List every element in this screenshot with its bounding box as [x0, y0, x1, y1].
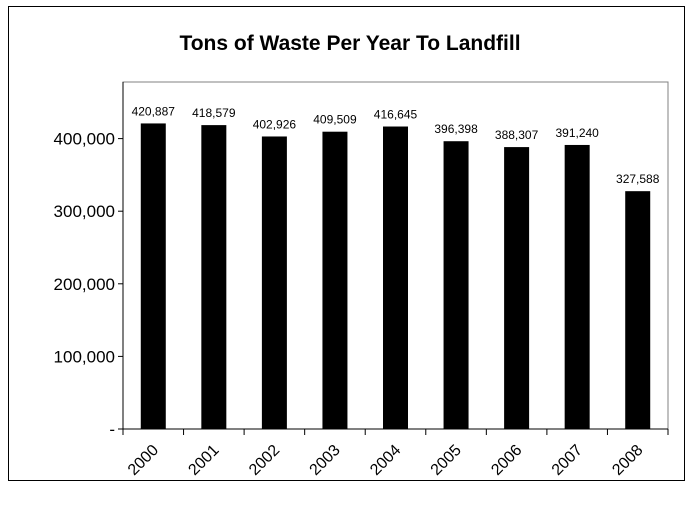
- chart-title: Tons of Waste Per Year To Landfill: [179, 32, 520, 55]
- x-tick-label-2006: 2006: [488, 442, 525, 479]
- y-tick-label: 300,000: [54, 202, 115, 221]
- data-label-2002: 402,926: [253, 117, 297, 131]
- bar-2006: [504, 147, 530, 429]
- x-tick-label-2004: 2004: [367, 442, 404, 479]
- bar-2002: [261, 136, 287, 430]
- bar-2003: [322, 131, 348, 429]
- data-label-2007: 391,240: [555, 126, 599, 140]
- data-label-2001: 418,579: [192, 106, 236, 120]
- y-tick-label: 200,000: [54, 275, 115, 294]
- bar-2005: [443, 141, 469, 429]
- x-tick-label-2000: 2000: [125, 442, 162, 479]
- y-tick-label: 400,000: [54, 130, 115, 149]
- x-tick-label-2005: 2005: [428, 442, 465, 479]
- bar-2001: [201, 125, 227, 430]
- bar-2000: [140, 123, 166, 429]
- data-label-2004: 416,645: [374, 108, 418, 122]
- bar-2007: [564, 144, 590, 429]
- x-tick-label-2003: 2003: [307, 442, 344, 479]
- y-tick-label: -: [109, 420, 115, 439]
- data-label-2006: 388,307: [495, 128, 539, 142]
- bar-2008: [625, 191, 651, 429]
- data-label-2000: 420,887: [132, 104, 176, 118]
- data-label-2008: 327,588: [616, 172, 660, 186]
- data-label-2003: 409,509: [313, 113, 357, 127]
- data-label-2005: 396,398: [434, 122, 478, 136]
- x-tick-label-2007: 2007: [549, 442, 586, 479]
- bar-2004: [383, 126, 408, 429]
- x-tick-label-2002: 2002: [246, 442, 283, 479]
- x-tick-label-2001: 2001: [185, 442, 222, 479]
- y-tick-label: 100,000: [54, 347, 115, 366]
- x-tick-label-2008: 2008: [609, 442, 646, 479]
